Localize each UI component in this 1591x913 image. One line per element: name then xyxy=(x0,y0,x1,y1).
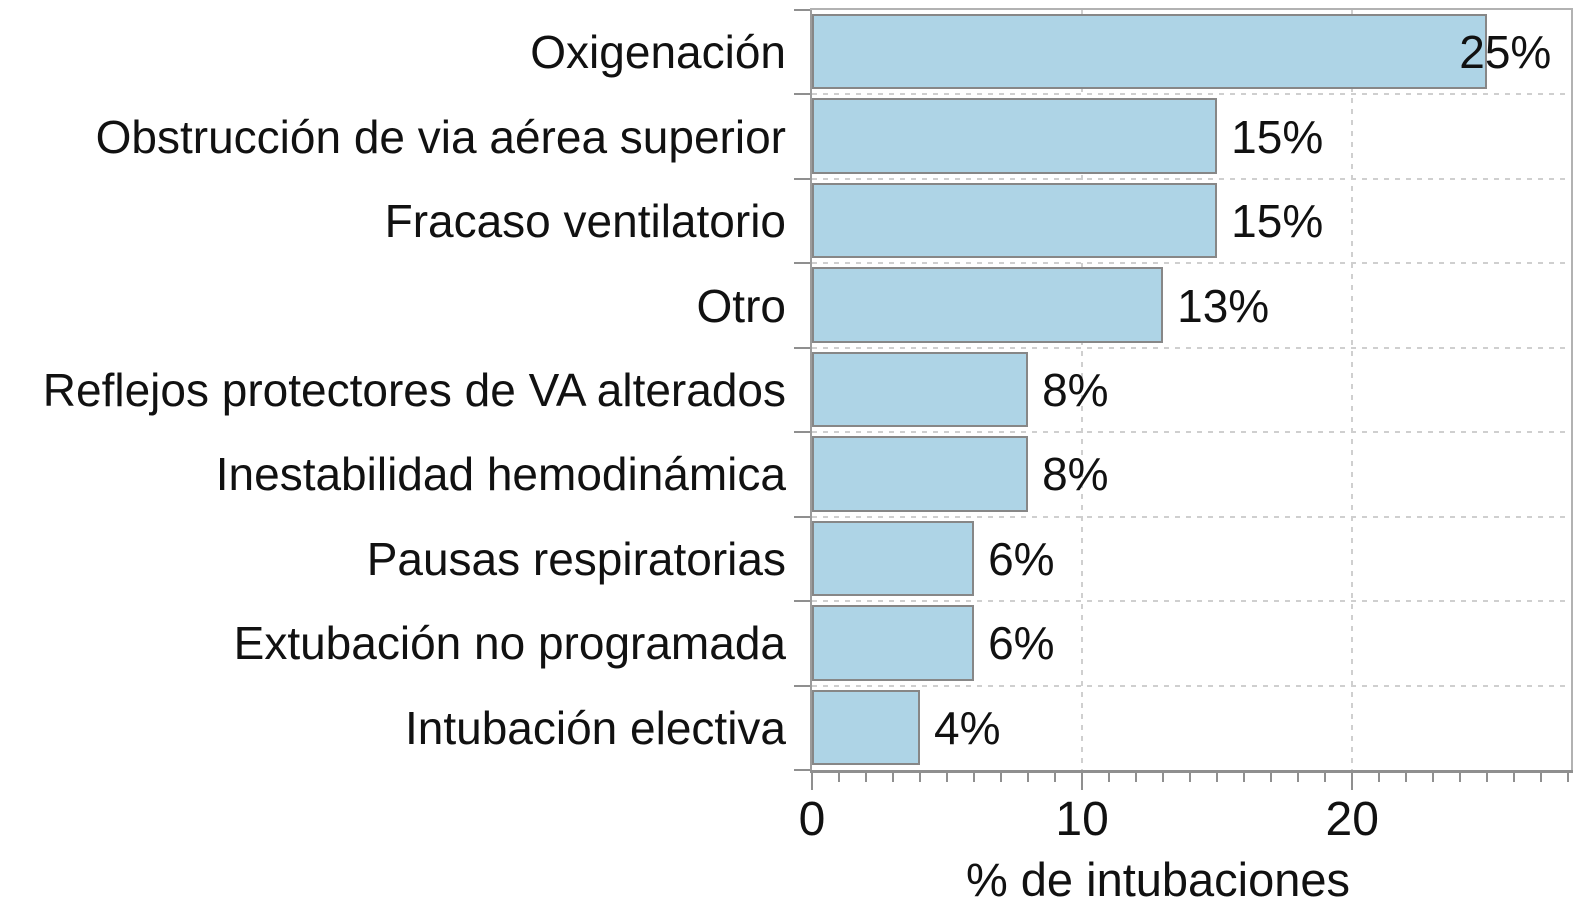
x-minor-tick xyxy=(1243,773,1246,782)
x-minor-tick xyxy=(1054,773,1057,782)
x-minor-tick xyxy=(1297,773,1300,782)
y-axis-line xyxy=(810,10,812,770)
x-minor-tick xyxy=(1486,773,1489,782)
bar xyxy=(812,14,1488,90)
v-gridline xyxy=(1351,10,1354,770)
x-major-tick xyxy=(1351,773,1354,790)
x-minor-tick xyxy=(892,773,895,782)
bar xyxy=(812,182,1218,259)
h-gridline xyxy=(812,346,1571,349)
y-tick xyxy=(794,515,810,518)
bar-value-label: 13% xyxy=(1177,279,1270,332)
x-major-tick xyxy=(811,773,813,790)
category-label: Oxigenación xyxy=(530,26,786,79)
h-gridline xyxy=(812,262,1571,265)
x-axis-line xyxy=(810,770,1573,773)
x-tick-label: 10 xyxy=(1055,793,1109,846)
bar-value-label: 6% xyxy=(988,532,1055,585)
x-minor-tick xyxy=(1513,773,1516,782)
category-label: Extubación no programada xyxy=(233,617,786,670)
y-tick xyxy=(794,177,810,180)
x-minor-tick xyxy=(973,773,976,782)
x-minor-tick xyxy=(1540,773,1543,782)
h-gridline xyxy=(812,515,1571,518)
x-minor-tick xyxy=(1405,773,1408,782)
y-tick xyxy=(794,9,810,11)
x-axis-title: % de intubaciones xyxy=(965,853,1351,906)
bar-value-label: 15% xyxy=(1231,195,1324,248)
bar-value-label: 4% xyxy=(934,701,1001,754)
category-label: Intubación electiva xyxy=(404,701,786,754)
x-minor-tick xyxy=(1378,773,1381,782)
y-tick xyxy=(794,684,810,687)
x-minor-tick xyxy=(1135,773,1138,782)
bar-value-label: 6% xyxy=(988,617,1055,670)
category-label: Otro xyxy=(696,279,786,332)
y-tick xyxy=(794,769,810,771)
y-tick xyxy=(794,431,810,434)
y-tick xyxy=(794,262,810,265)
h-gridline xyxy=(812,600,1571,603)
x-minor-tick xyxy=(1108,773,1111,782)
bar xyxy=(812,689,921,765)
bar xyxy=(812,267,1164,343)
x-minor-tick xyxy=(1459,773,1462,782)
h-gridline xyxy=(812,684,1571,687)
category-label: Pausas respiratorias xyxy=(366,532,786,585)
category-label: Reflejos protectores de VA alterados xyxy=(42,364,786,416)
x-tick-label: 0 xyxy=(798,793,826,846)
x-minor-tick xyxy=(865,773,868,782)
x-minor-tick xyxy=(1270,773,1273,782)
plot-border-top xyxy=(810,8,1573,10)
x-major-tick xyxy=(1081,773,1084,790)
x-minor-tick xyxy=(1567,773,1570,782)
y-tick xyxy=(794,93,810,96)
x-minor-tick xyxy=(1432,773,1435,782)
x-tick-label: 20 xyxy=(1325,793,1379,846)
bar-value-label: 8% xyxy=(1042,448,1109,501)
x-minor-tick xyxy=(1000,773,1003,782)
category-label: Obstrucción de via aérea superior xyxy=(95,110,786,163)
x-minor-tick xyxy=(838,773,840,782)
x-minor-tick xyxy=(1189,773,1192,782)
x-minor-tick xyxy=(1216,773,1219,782)
y-tick xyxy=(794,600,810,603)
x-minor-tick xyxy=(1162,773,1165,782)
h-gridline xyxy=(812,93,1571,96)
x-minor-tick xyxy=(1027,773,1030,782)
h-gridline xyxy=(812,177,1571,180)
x-minor-tick xyxy=(946,773,949,782)
v-gridline xyxy=(1081,10,1084,770)
category-label: Inestabilidad hemodinámica xyxy=(215,448,786,501)
bar-value-label: 8% xyxy=(1042,364,1109,416)
h-gridline xyxy=(812,431,1571,434)
bar xyxy=(812,351,1029,428)
category-label: Fracaso ventilatorio xyxy=(384,195,786,248)
bar-value-label: 25% xyxy=(1459,26,1552,79)
y-tick xyxy=(794,346,810,349)
x-minor-tick xyxy=(1324,773,1327,782)
bar xyxy=(812,436,1029,512)
bar xyxy=(812,98,1218,174)
x-minor-tick xyxy=(919,773,922,782)
bar xyxy=(812,520,975,597)
bar-value-label: 15% xyxy=(1231,110,1324,163)
plot-border-right xyxy=(1571,10,1573,770)
bar xyxy=(812,605,975,681)
